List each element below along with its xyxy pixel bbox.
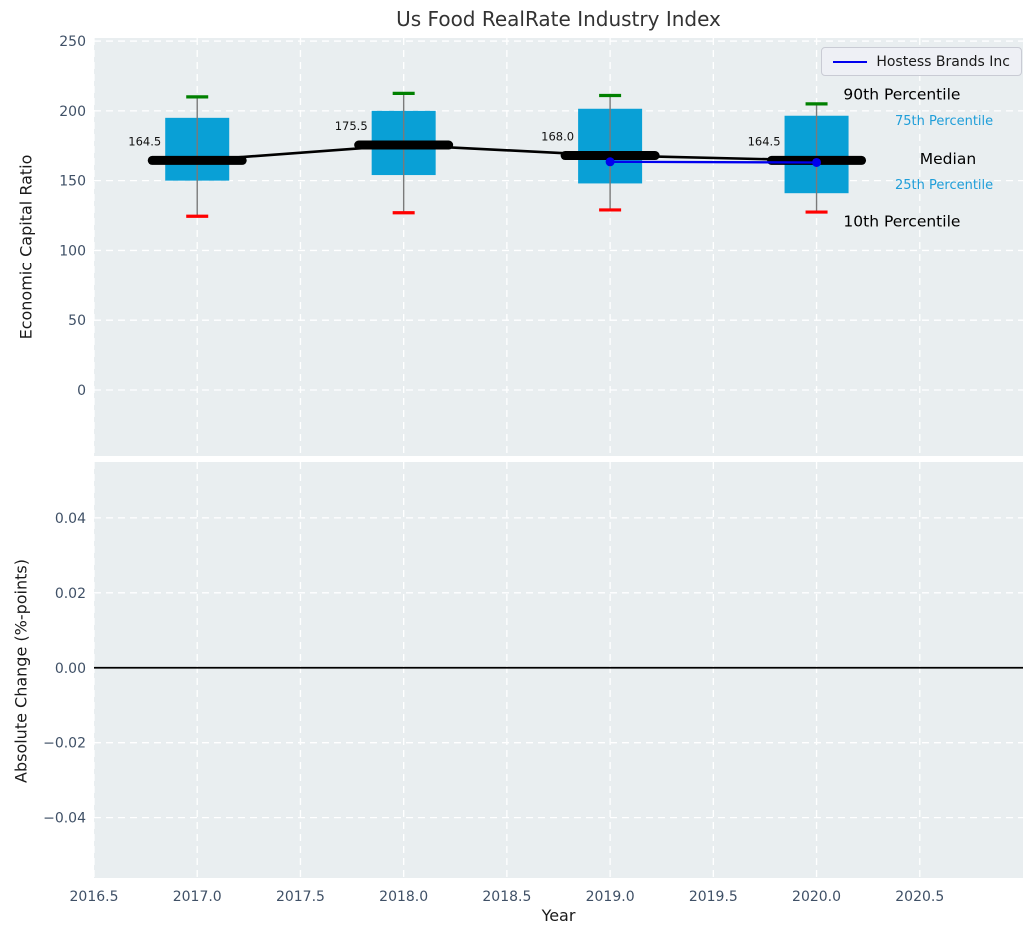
svg-text:10th Percentile: 10th Percentile [843,213,960,231]
svg-text:−0.02: −0.02 [43,736,86,752]
chart-title: Us Food RealRate Industry Index [396,7,721,31]
svg-text:100: 100 [59,243,86,259]
top-y-axis-label: Economic Capital Ratio [16,154,36,340]
svg-text:250: 250 [59,34,86,50]
svg-text:−0.04: −0.04 [43,811,86,827]
svg-text:50: 50 [68,313,86,329]
svg-text:164.5: 164.5 [748,134,781,148]
svg-text:150: 150 [59,174,86,190]
legend-label: Hostess Brands Inc [876,53,1010,70]
svg-text:90th Percentile: 90th Percentile [843,86,960,104]
x-axis-label: Year [541,906,576,925]
svg-text:75th Percentile: 75th Percentile [895,114,993,129]
svg-text:200: 200 [59,104,86,120]
svg-text:164.5: 164.5 [128,134,161,148]
svg-text:2018.0: 2018.0 [379,889,428,905]
svg-text:0: 0 [77,383,86,399]
svg-text:Median: Median [920,150,976,168]
svg-text:168.0: 168.0 [541,130,574,144]
svg-text:2017.5: 2017.5 [276,889,325,905]
svg-text:2020.0: 2020.0 [792,889,841,905]
bottom-y-axis-label: Absolute Change (%-points) [11,559,31,783]
svg-text:25th Percentile: 25th Percentile [895,178,993,193]
svg-text:0.00: 0.00 [55,661,86,677]
svg-text:2020.5: 2020.5 [895,889,944,905]
svg-text:0.04: 0.04 [55,511,86,527]
svg-text:2019.0: 2019.0 [586,889,635,905]
svg-text:2016.5: 2016.5 [70,889,119,905]
svg-text:175.5: 175.5 [335,119,368,133]
svg-text:2017.0: 2017.0 [173,889,222,905]
svg-text:2019.5: 2019.5 [689,889,738,905]
legend-line-swatch [833,60,868,63]
svg-text:2018.5: 2018.5 [482,889,531,905]
svg-text:0.02: 0.02 [55,586,86,602]
legend[interactable]: Hostess Brands Inc [821,47,1022,76]
